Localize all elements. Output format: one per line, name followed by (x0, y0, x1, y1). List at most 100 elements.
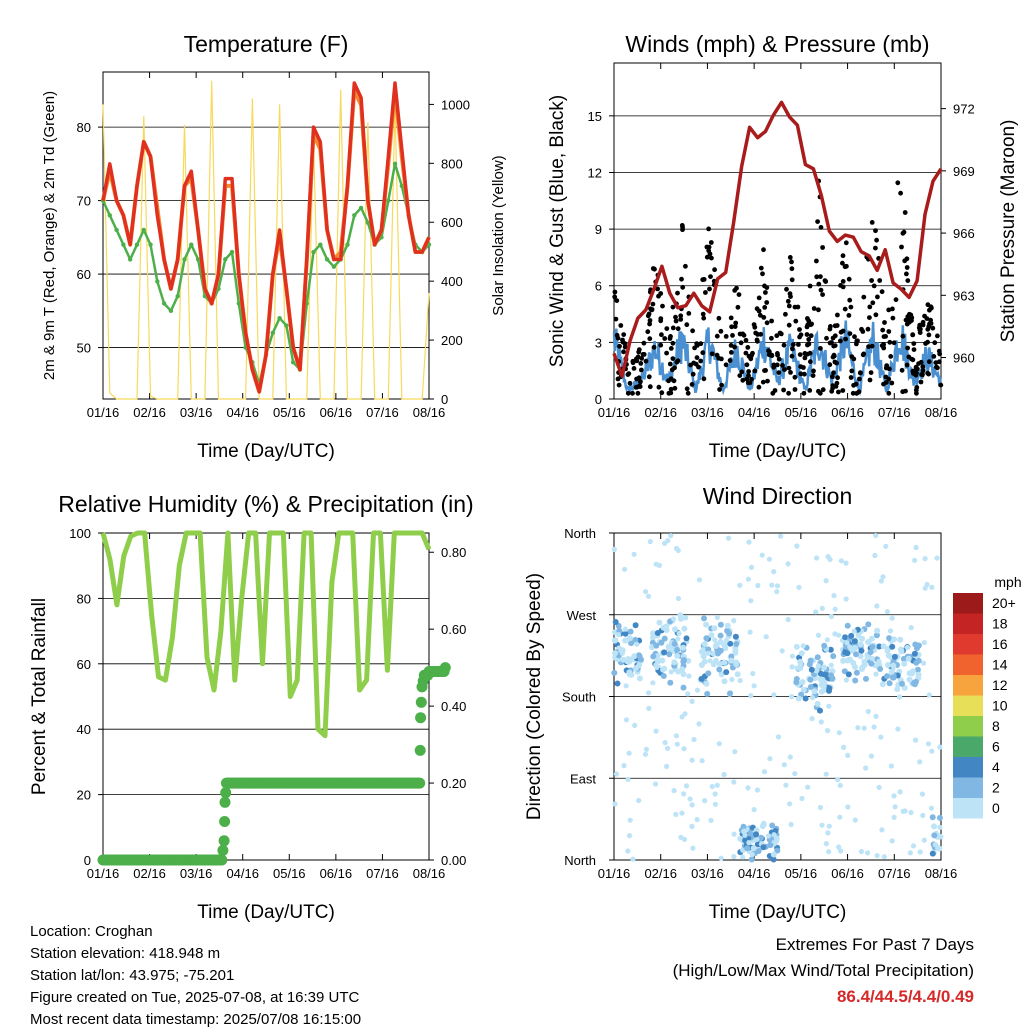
direction-point (668, 533, 674, 539)
y-tick-label: 80 (77, 120, 91, 135)
gust-point (708, 274, 713, 279)
gust-point (662, 336, 668, 341)
direction-point (775, 734, 782, 740)
direction-point (907, 850, 913, 856)
direction-point (818, 719, 824, 725)
direction-point (721, 771, 727, 778)
direction-point (825, 728, 831, 734)
chart-title: Temperature (F) (184, 31, 349, 57)
direction-point (687, 796, 693, 802)
gust-point (797, 327, 802, 332)
legend-swatch (953, 634, 983, 655)
y2-tick-label: 1000 (441, 97, 470, 112)
direction-point (632, 622, 639, 629)
direction-point (937, 744, 943, 750)
direction-point (837, 782, 843, 789)
direction-point (774, 589, 780, 595)
direction-point (615, 632, 622, 638)
direction-point (675, 636, 681, 642)
gust-point (861, 351, 867, 357)
x-tick-label: 06/16 (320, 866, 353, 881)
gust-point (732, 288, 738, 293)
gust-point (792, 387, 798, 392)
direction-point (673, 811, 679, 818)
y2-tick-label: 0.80 (441, 545, 466, 560)
gust-point (898, 190, 903, 196)
gust-point (692, 345, 697, 351)
gust-point (723, 362, 729, 368)
direction-point (632, 722, 638, 729)
legend-title: mph (994, 574, 1021, 590)
precip-point (415, 696, 427, 708)
direction-point (879, 827, 885, 833)
y-tick-label: 0 (595, 392, 602, 407)
x-tick-label: 03/16 (180, 405, 213, 420)
gust-point (814, 258, 819, 264)
direction-point (746, 840, 752, 846)
legend-label: 14 (992, 657, 1008, 673)
direction-point (920, 812, 926, 819)
direction-point (830, 653, 837, 660)
direction-point (912, 557, 918, 563)
gust-point (727, 358, 733, 363)
legend-swatch (953, 736, 983, 757)
gust-point (637, 384, 643, 389)
dewpoint-point (392, 161, 398, 167)
direction-point (831, 593, 837, 599)
direction-point (842, 649, 849, 656)
direction-point (802, 695, 809, 702)
direction-point (911, 681, 918, 688)
direction-point (680, 644, 687, 651)
gust-point (928, 317, 933, 323)
direction-point (769, 822, 776, 829)
direction-point (886, 680, 893, 687)
direction-point (883, 543, 889, 549)
gust-point (659, 390, 665, 396)
location-text: Location: Croghan (30, 923, 153, 940)
gust-point (678, 313, 684, 319)
direction-point (929, 850, 936, 857)
y2-tick-label: 800 (441, 156, 463, 171)
gust-point (828, 324, 833, 329)
gust-point (923, 341, 928, 346)
y-tick-label: 40 (77, 722, 91, 737)
direction-point (868, 635, 875, 642)
direction-point (873, 532, 879, 539)
gust-point (818, 346, 823, 351)
gust-point (756, 384, 762, 390)
gust-point (846, 313, 852, 318)
gust-point (744, 362, 750, 368)
direction-point (614, 680, 621, 687)
gust-point (840, 279, 846, 284)
plot-frame (102, 532, 430, 861)
x-tick-label: 01/16 (598, 866, 631, 881)
direction-point (884, 609, 891, 615)
direction-point (800, 643, 806, 649)
gust-point (835, 312, 840, 318)
gust-point (871, 283, 877, 289)
direction-point (838, 558, 845, 564)
y-tick-label: East (570, 771, 596, 786)
direction-point (748, 564, 755, 571)
direction-point (622, 630, 629, 637)
direction-point (858, 666, 865, 672)
direction-point (931, 823, 937, 830)
gust-point (716, 315, 722, 321)
direction-point (825, 830, 831, 836)
y-tick-label: West (567, 608, 597, 623)
y2-tick-label: 960 (953, 351, 975, 366)
gust-point (843, 336, 848, 342)
pressure-line (612, 100, 943, 378)
gust-point (836, 389, 841, 395)
y-tick-label: 70 (77, 194, 91, 209)
y-tick-label: 20 (77, 788, 91, 803)
gust-point (824, 335, 829, 341)
gust-point (861, 294, 867, 300)
direction-point (750, 670, 756, 677)
direction-point (843, 677, 850, 683)
gust-point (925, 370, 931, 376)
direction-point (795, 695, 802, 702)
gust-point (732, 344, 737, 350)
gust-point (670, 325, 676, 331)
direction-point (921, 837, 927, 843)
